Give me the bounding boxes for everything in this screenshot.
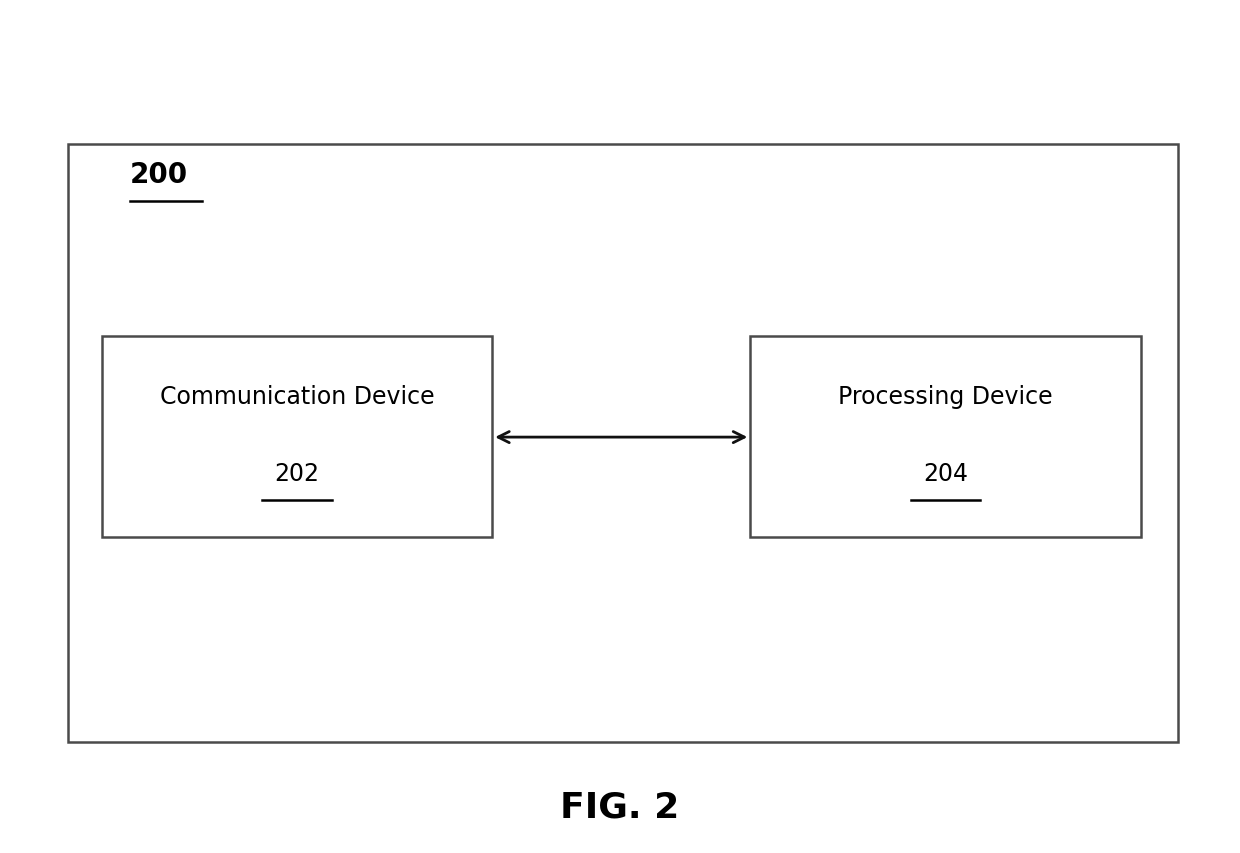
Text: FIG. 2: FIG. 2 <box>560 789 680 823</box>
Bar <box>68 145 1178 742</box>
Text: 202: 202 <box>274 461 320 485</box>
Text: 200: 200 <box>130 161 188 189</box>
Text: Communication Device: Communication Device <box>160 385 434 409</box>
Bar <box>750 337 1141 537</box>
Bar <box>102 337 492 537</box>
Text: 204: 204 <box>923 461 968 485</box>
Text: Processing Device: Processing Device <box>838 385 1053 409</box>
